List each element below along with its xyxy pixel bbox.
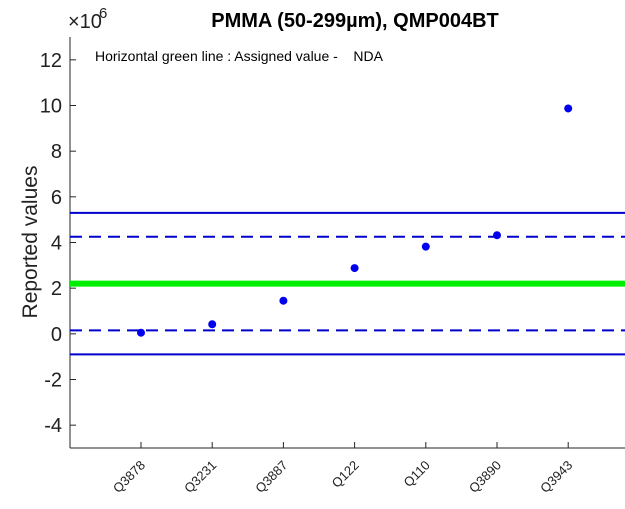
plot-area: -4 -2 0 2 4 6 8 10 12 Q3878 Q3231 Q3887 Q122 Q110 Q389… (40, 37, 625, 496)
data-point (564, 104, 573, 113)
y-tick-label: -2 (44, 370, 62, 392)
data-point (137, 328, 145, 337)
x-tick-label: Q110 (401, 458, 433, 490)
data-point (279, 296, 288, 305)
y-tick-label: -4 (44, 415, 62, 437)
exponent-label: ×10 6 (68, 5, 107, 33)
x-tick-label: Q3943 (537, 458, 575, 496)
x-tick-label: Q122 (329, 458, 362, 491)
y-tick-label: 8 (51, 141, 62, 163)
x-tick-label: Q3887 (252, 458, 290, 496)
x-tick-label: Q3878 (110, 458, 148, 496)
y-tick-label: 4 (51, 233, 62, 255)
exponent-power: 6 (99, 5, 107, 22)
x-tick-label: Q3231 (181, 458, 219, 496)
y-tick-label: 2 (51, 278, 62, 300)
data-point (421, 242, 430, 251)
y-tick-label: 10 (40, 96, 62, 118)
y-axis-label: Reported values (19, 166, 42, 319)
x-tick-label: Q3890 (466, 458, 504, 496)
annotation: Horizontal green line : Assigned value -… (95, 48, 384, 64)
data-point (208, 320, 217, 329)
y-tick-label: 6 (51, 187, 62, 209)
y-tick-label: 12 (40, 50, 62, 72)
chart-title: PMMA (50-299µm), QMP004BT (211, 10, 499, 32)
data-point (493, 231, 501, 240)
data-point (350, 264, 359, 273)
exponent-base: ×10 (68, 11, 102, 33)
y-tick-label: 0 (51, 324, 62, 346)
